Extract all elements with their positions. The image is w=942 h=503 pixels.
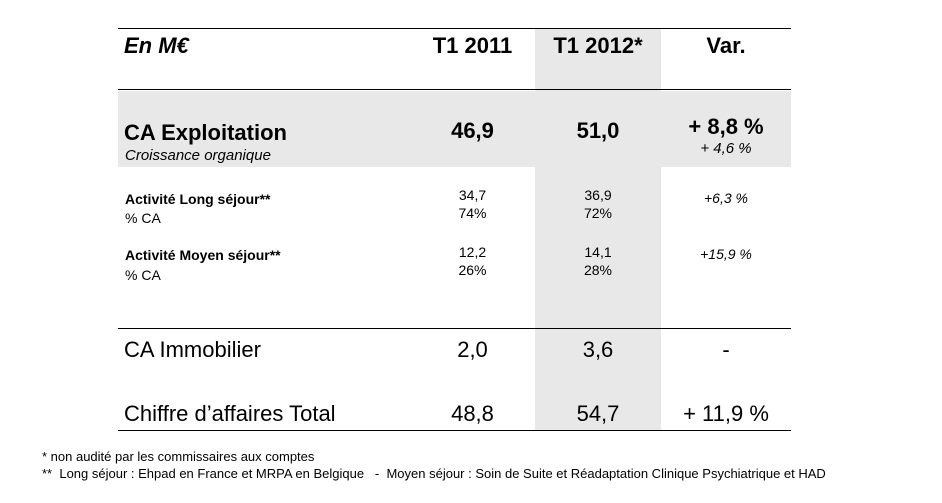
ca-immobilier-label: CA Immobilier <box>124 337 261 362</box>
header-bottom-rule <box>118 89 791 90</box>
shaded-row-ca-exploitation <box>118 91 791 167</box>
ca-immobilier-2011: 2,0 <box>457 337 488 362</box>
header-t1-2012: T1 2012* <box>553 33 643 58</box>
moyen-sejour-pct-2012: 28% <box>583 262 613 278</box>
total-2012: 54,7 <box>576 401 620 426</box>
ca-exploitation-2012: 51,0 <box>576 118 620 143</box>
footnote-definitions: ** Long séjour : Ehpad en France et MRPA… <box>42 466 826 481</box>
long-sejour-pct-2011: 74% <box>458 205 487 221</box>
ca-exploitation-label: CA Exploitation <box>124 120 287 145</box>
long-sejour-2012: 36,9 <box>584 187 612 203</box>
header-label: En M€ <box>124 33 189 58</box>
moyen-sejour-2012: 14,1 <box>584 244 612 260</box>
total-2011: 48,8 <box>451 401 494 426</box>
moyen-sejour-label: Activité Moyen séjour** <box>125 247 281 263</box>
long-sejour-var: +6,3 % <box>704 190 748 206</box>
long-sejour-pct-label: % CA <box>125 210 161 226</box>
table-bottom-rule <box>118 430 791 431</box>
long-sejour-pct-2012: 72% <box>583 205 613 221</box>
moyen-sejour-var: +15,9 % <box>700 246 752 262</box>
header-variation: Var. <box>706 33 746 58</box>
long-sejour-2011: 34,7 <box>458 187 487 203</box>
footnote-unaudited: * non audité par les commissaires aux co… <box>42 449 315 464</box>
moyen-sejour-2011: 12,2 <box>458 244 487 260</box>
header-t1-2011: T1 2011 <box>432 33 513 58</box>
ca-exploitation-var: + 8,8 % <box>688 114 764 139</box>
ca-immobilier-2012: 3,6 <box>582 337 614 362</box>
table-top-rule <box>118 28 791 29</box>
long-sejour-label: Activité Long séjour** <box>125 191 271 207</box>
moyen-sejour-pct-label: % CA <box>125 267 161 283</box>
total-var: + 11,9 % <box>683 401 769 426</box>
croissance-organique-var: + 4,6 % <box>700 140 752 157</box>
moyen-sejour-pct-2011: 26% <box>458 262 487 278</box>
ca-exploitation-2011: 46,9 <box>451 118 494 143</box>
total-label: Chiffre d’affaires Total <box>124 401 336 426</box>
ca-immobilier-var: - <box>722 337 730 362</box>
croissance-organique-label: Croissance organique <box>125 147 271 164</box>
immobilier-top-rule <box>118 328 791 329</box>
